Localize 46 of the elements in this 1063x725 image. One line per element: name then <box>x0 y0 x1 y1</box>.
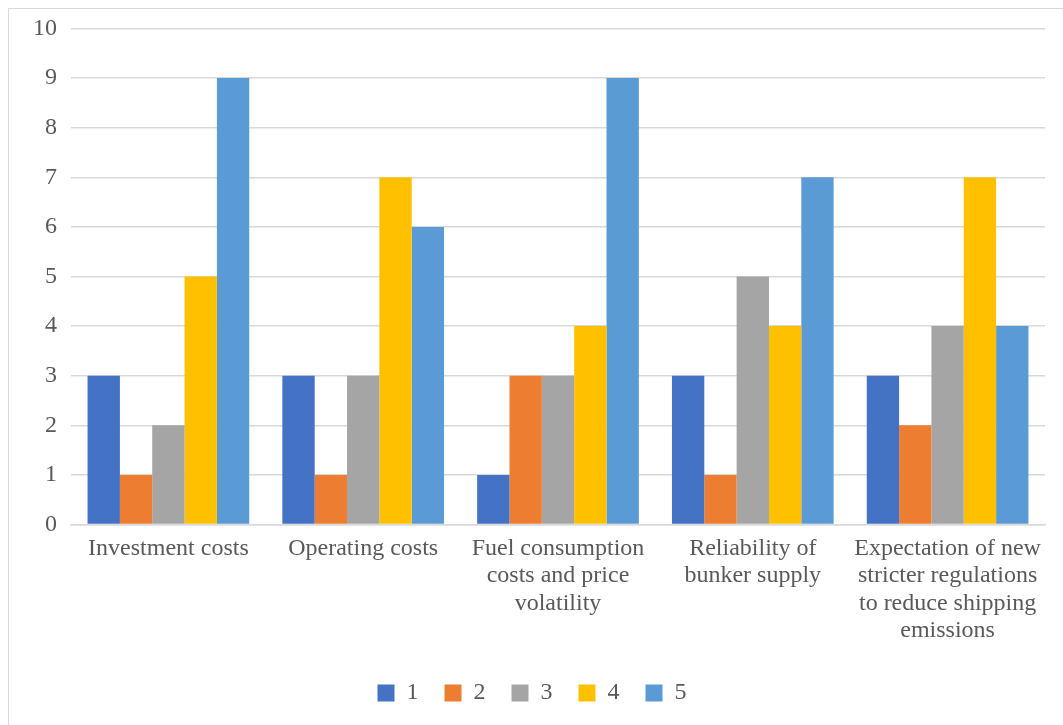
bar <box>347 375 380 524</box>
x-tick-label: Operating costs <box>288 533 439 560</box>
bar <box>119 474 153 524</box>
bar <box>931 326 964 524</box>
legend-label: 5 <box>674 678 687 705</box>
x-tick-label: Fuel consumption costs and price volatility <box>471 533 645 615</box>
bar <box>736 276 769 524</box>
bar <box>184 276 217 524</box>
bar <box>477 474 510 524</box>
legend-label: 4 <box>607 678 620 705</box>
bar <box>671 375 705 524</box>
y-tick-label: 9 <box>45 63 57 90</box>
bar <box>996 326 1029 524</box>
bar <box>216 78 250 524</box>
bar <box>411 226 445 524</box>
y-tick-label: 1 <box>45 460 57 487</box>
bar <box>801 177 834 524</box>
legend-label: 3 <box>540 678 553 705</box>
bar <box>87 375 120 524</box>
y-tick-label: 0 <box>45 509 57 536</box>
bar <box>768 326 802 524</box>
y-tick-label: 10 <box>33 13 57 40</box>
bar <box>899 425 932 524</box>
bar <box>963 177 997 524</box>
legend-label: 2 <box>473 678 486 705</box>
y-tick-label: 6 <box>45 212 57 239</box>
y-tick-label: 8 <box>45 112 57 139</box>
y-tick-label: 3 <box>45 361 57 388</box>
x-tick-label: Investment costs <box>88 533 249 560</box>
y-tick-label: 4 <box>45 311 57 338</box>
bar <box>282 375 315 524</box>
x-tick-label: Expectation of new stricter regulations to reduce shipping emissions <box>854 533 1042 643</box>
bar <box>606 78 639 524</box>
bar <box>574 326 607 524</box>
bar <box>379 177 412 524</box>
y-tick-label: 7 <box>45 162 57 189</box>
x-tick-label: Reliability of bunker supply <box>684 533 822 588</box>
bar <box>314 474 348 524</box>
bar <box>704 474 737 524</box>
bar <box>541 375 575 524</box>
bar <box>509 375 542 524</box>
y-tick-label: 2 <box>45 410 57 437</box>
bar <box>866 375 900 524</box>
bar <box>152 425 185 524</box>
y-tick-label: 5 <box>45 261 57 288</box>
legend-label: 1 <box>406 678 419 705</box>
